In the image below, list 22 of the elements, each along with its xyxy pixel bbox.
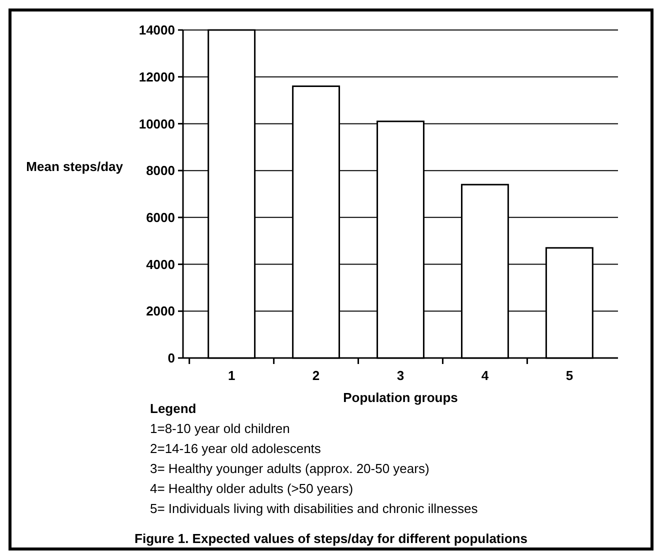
y-tick-label: 4000 [146, 256, 175, 272]
y-tick-label: 6000 [146, 210, 175, 225]
x-tick-label: 1 [228, 368, 236, 383]
text: 3= Healthy younger adults (approx. 20-50 years) [150, 461, 430, 476]
x-axis-title: Population groups [343, 390, 458, 405]
legend-title: Legend [150, 401, 196, 416]
x-tick-label: 5 [566, 368, 574, 383]
x-tick-label: 2 [312, 368, 320, 383]
x-tick-label: 4 [481, 368, 490, 383]
y-tick-label: 10000 [138, 116, 175, 132]
text: 1=8-10 year old children [150, 421, 290, 436]
x-tick-label: 3 [396, 368, 404, 383]
text: 5= Individuals living with disabilities and chronic illnesses [150, 501, 478, 516]
y-tick-label: 8000 [146, 163, 175, 178]
text: 2=14-16 year old adolescents [150, 441, 322, 456]
y-axis-title: Mean steps/day [26, 159, 124, 174]
text: Figure 1. Expected values of steps/day for different populations [134, 531, 528, 546]
y-tick-label: 12000 [138, 69, 175, 84]
y-tick-label: 0 [168, 350, 175, 366]
y-tick-label: 2000 [146, 304, 175, 319]
y-tick-label: 14000 [138, 22, 175, 38]
text: 4= Healthy older adults (>50 years) [150, 481, 354, 496]
